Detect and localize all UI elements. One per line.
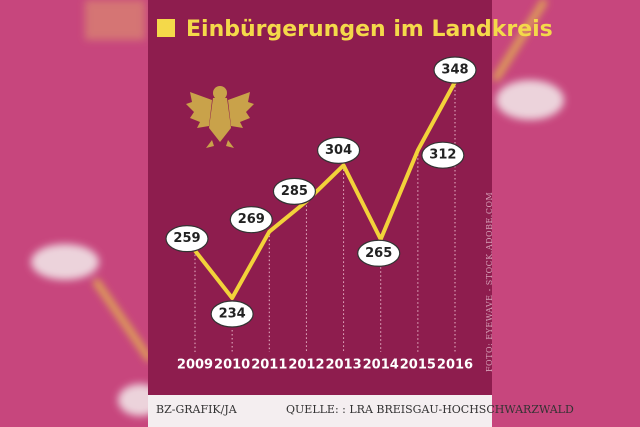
value-bubble <box>272 177 317 205</box>
title-square <box>157 19 175 37</box>
value-bubble <box>210 300 254 328</box>
x-tick-label: 2009 <box>177 358 213 373</box>
x-tick-label: 2010 <box>214 358 250 373</box>
footer-band <box>148 395 492 427</box>
data-label: 269 <box>238 212 265 227</box>
value-bubble <box>316 136 361 164</box>
data-label: 285 <box>281 184 308 199</box>
data-label: 265 <box>365 246 392 261</box>
data-label: 234 <box>219 307 246 322</box>
value-bubble <box>433 56 477 84</box>
source: QUELLE: : LRA BREISGAU-HOCHSCHWARZWALD <box>286 403 574 416</box>
x-tick-label: 2011 <box>251 358 287 373</box>
data-label: 259 <box>173 231 200 246</box>
data-label: 312 <box>429 148 456 163</box>
x-tick-label: 2013 <box>325 358 361 373</box>
data-label: 304 <box>325 143 352 158</box>
graphic-credit: BZ-GRAFIK/JA <box>156 403 238 416</box>
line <box>193 81 457 300</box>
x-tick-label: 2012 <box>288 358 324 373</box>
blurred-backdrop <box>31 0 564 416</box>
value-bubble <box>357 239 401 267</box>
data-label: 348 <box>441 63 468 78</box>
plot: 2009 2010 2011 2012 2013 2014 2015 2016 259 234 26… <box>165 56 477 373</box>
eagle-emblem <box>186 86 254 148</box>
value-bubble <box>229 206 273 234</box>
chart-title: Einbürgerungen im Landkreis <box>186 17 553 42</box>
x-tick-label: 2014 <box>363 358 399 373</box>
x-tick-label: 2016 <box>437 358 473 373</box>
photo-credit: FOTO: EYEWAVE - STOCK.ADOBE.COM <box>485 192 494 372</box>
chart-panel <box>148 0 492 395</box>
value-bubble <box>165 225 209 253</box>
x-tick-label: 2015 <box>400 358 436 373</box>
value-bubble <box>421 141 465 169</box>
